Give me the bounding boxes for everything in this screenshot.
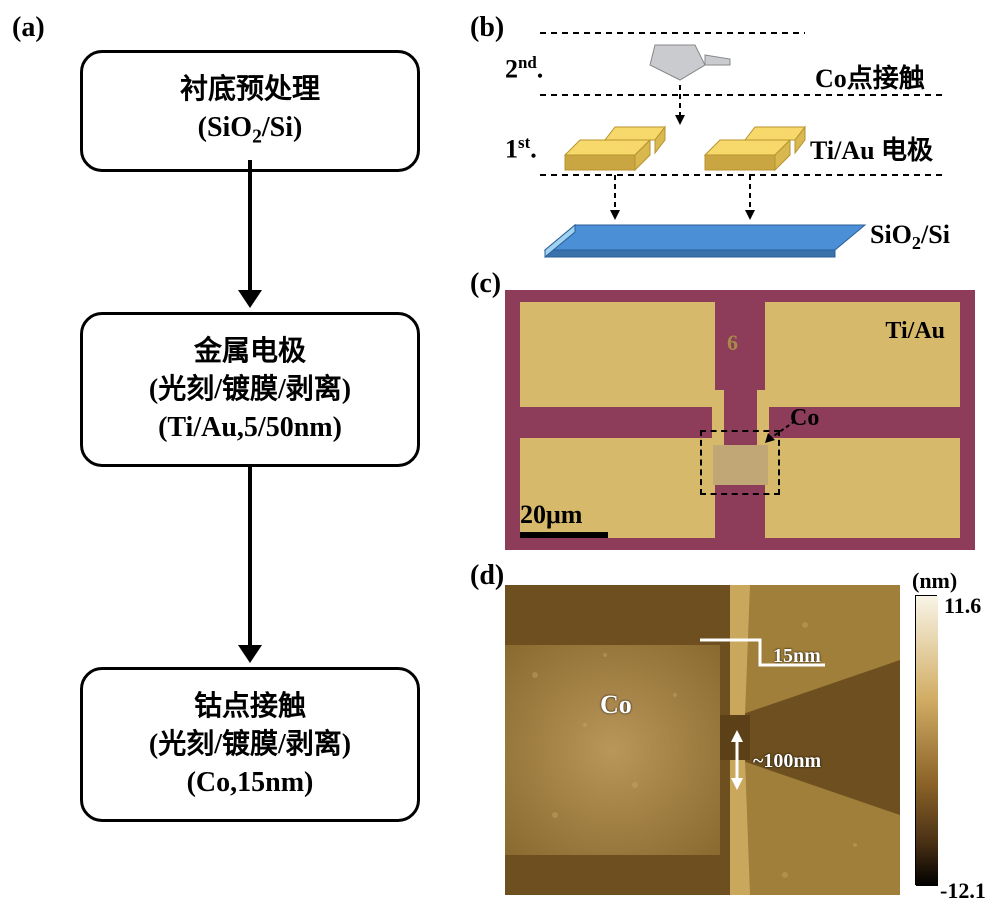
flow-box-1-line2: (SiO2/Si) [95,109,405,151]
micrograph-panel: 6 Ti/Au Co 20μm [505,290,975,550]
arrow-head-2 [238,645,262,663]
step-2-ord: 2nd. [505,53,543,85]
step-1-label: Ti/Au 电极 [810,130,933,167]
flow-box-2-line3: (Ti/Au,5/50nm) [95,409,405,447]
flow-box-2: 金属电极 (光刻/镀膜/剥离) (Ti/Au,5/50nm) [80,312,420,467]
colorbar-max: 11.6 [944,593,981,619]
colorbar [915,595,937,885]
colorbar-unit: (nm) [912,568,957,594]
scale-bar-text: 20μm [520,500,582,530]
arrow-head-1 [238,290,262,308]
colorbar-svg [916,596,938,886]
electrode-left [565,127,665,170]
tip-icon [650,45,730,80]
step-1-ord: 1st. [505,133,537,165]
panel-label-a: (a) [12,12,45,44]
electrode-right [705,127,805,170]
pad-br [765,438,960,538]
pad-tl [520,302,715,407]
step-2-label: Co点接触 [815,58,925,95]
flow-box-3-line2: (光刻/镀膜/剥离) [95,726,405,764]
flow-box-2-line1: 金属电极 [95,333,405,371]
panel-label-c: (c) [470,268,501,300]
flow-box-3-line1: 钴点接触 [95,688,405,726]
substrate-icon [545,225,865,257]
co-arrow [760,418,800,448]
schematic-panel: 2nd. Co点接触 1st. Ti/Au 电极 SiO2/Si [505,25,975,260]
afm-panel: Co 15nm ~100nm [505,585,900,895]
arrow-1 [248,160,252,290]
flow-box-3: 钴点接触 (光刻/镀膜/剥离) (Co,15nm) [80,667,420,822]
flow-box-3-line3: (Co,15nm) [95,764,405,802]
afm-svg [505,585,900,895]
substrate-label: SiO2/Si [870,220,950,254]
panel-label-b: (b) [470,12,504,44]
panel-label-d: (d) [470,560,504,592]
flow-box-1: 衬底预处理 (SiO2/Si) [80,50,420,172]
flow-box-1-line1: 衬底预处理 [95,71,405,109]
tiau-label: Ti/Au [885,318,945,345]
arrow-2 [248,465,252,645]
colorbar-min: -12.1 [940,878,986,904]
afm-thickness-label: 15nm [773,645,821,668]
scale-bar [520,532,608,538]
afm-co-label: Co [600,690,632,720]
flow-box-2-line2: (光刻/镀膜/剥离) [95,371,405,409]
flowchart-panel: 衬底预处理 (SiO2/Si) 金属电极 (光刻/镀膜/剥离) (Ti/Au,5… [60,50,440,900]
marker-text: 6 [727,330,738,356]
afm-gap-label: ~100nm [753,750,821,773]
